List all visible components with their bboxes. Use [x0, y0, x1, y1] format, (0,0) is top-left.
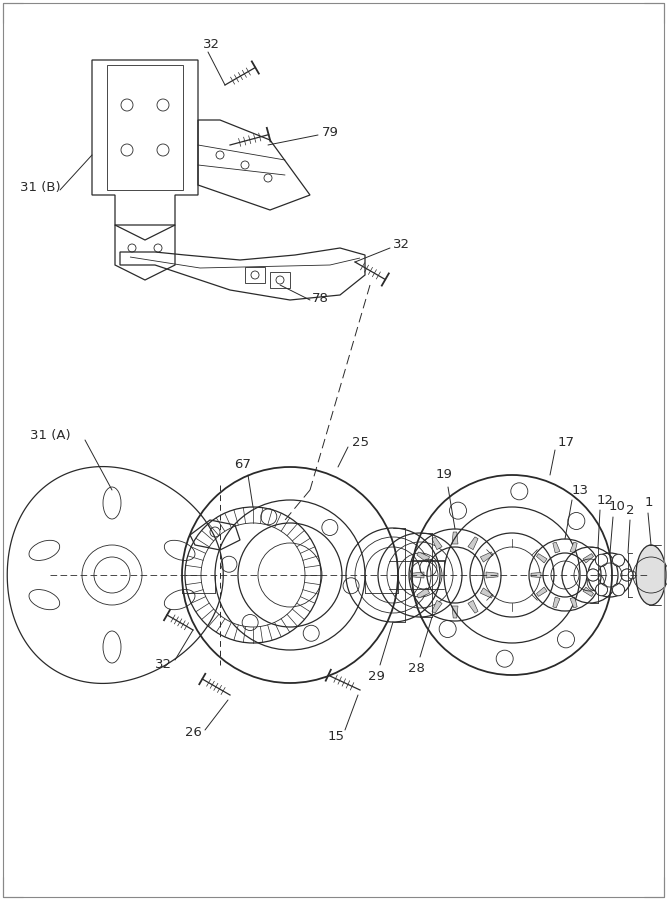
Ellipse shape	[636, 545, 666, 605]
Circle shape	[612, 584, 624, 596]
Text: 29: 29	[368, 670, 385, 683]
Circle shape	[621, 569, 633, 581]
Polygon shape	[553, 542, 560, 553]
Polygon shape	[570, 597, 577, 608]
Polygon shape	[486, 572, 498, 578]
Polygon shape	[432, 600, 442, 613]
Text: 13: 13	[572, 483, 589, 497]
Circle shape	[596, 554, 608, 566]
Polygon shape	[480, 588, 493, 598]
Polygon shape	[536, 587, 547, 597]
Text: 19: 19	[436, 469, 453, 482]
Circle shape	[621, 569, 633, 581]
Circle shape	[596, 584, 608, 596]
Text: 78: 78	[312, 292, 329, 304]
Text: 31 (B): 31 (B)	[20, 182, 61, 194]
Circle shape	[587, 569, 599, 581]
Text: 32: 32	[393, 238, 410, 251]
Circle shape	[587, 569, 599, 581]
Circle shape	[612, 554, 624, 566]
Circle shape	[612, 554, 624, 566]
Polygon shape	[570, 542, 577, 553]
Polygon shape	[452, 606, 458, 618]
Text: 26: 26	[185, 726, 202, 740]
Text: 10: 10	[609, 500, 626, 514]
Polygon shape	[583, 554, 594, 562]
Text: 32: 32	[203, 39, 220, 51]
Text: 25: 25	[352, 436, 369, 448]
Text: 28: 28	[408, 662, 425, 674]
Text: 12: 12	[597, 493, 614, 507]
Polygon shape	[432, 537, 442, 550]
Polygon shape	[480, 552, 493, 562]
Text: 17: 17	[558, 436, 575, 448]
Circle shape	[596, 584, 608, 596]
Text: 31 (A): 31 (A)	[30, 428, 71, 442]
Polygon shape	[417, 552, 430, 562]
Polygon shape	[583, 587, 594, 597]
Text: 67: 67	[234, 458, 251, 472]
Polygon shape	[536, 554, 547, 562]
Polygon shape	[468, 600, 478, 613]
Polygon shape	[553, 597, 560, 608]
Text: 1: 1	[645, 497, 654, 509]
Text: 79: 79	[322, 127, 339, 140]
Circle shape	[612, 584, 624, 596]
Text: 2: 2	[626, 503, 634, 517]
Polygon shape	[417, 588, 430, 598]
Text: 32: 32	[155, 659, 172, 671]
Text: 15: 15	[328, 731, 345, 743]
Polygon shape	[589, 572, 599, 578]
Polygon shape	[412, 572, 424, 578]
Polygon shape	[468, 537, 478, 550]
Polygon shape	[452, 532, 458, 544]
Polygon shape	[531, 572, 541, 578]
Circle shape	[596, 554, 608, 566]
